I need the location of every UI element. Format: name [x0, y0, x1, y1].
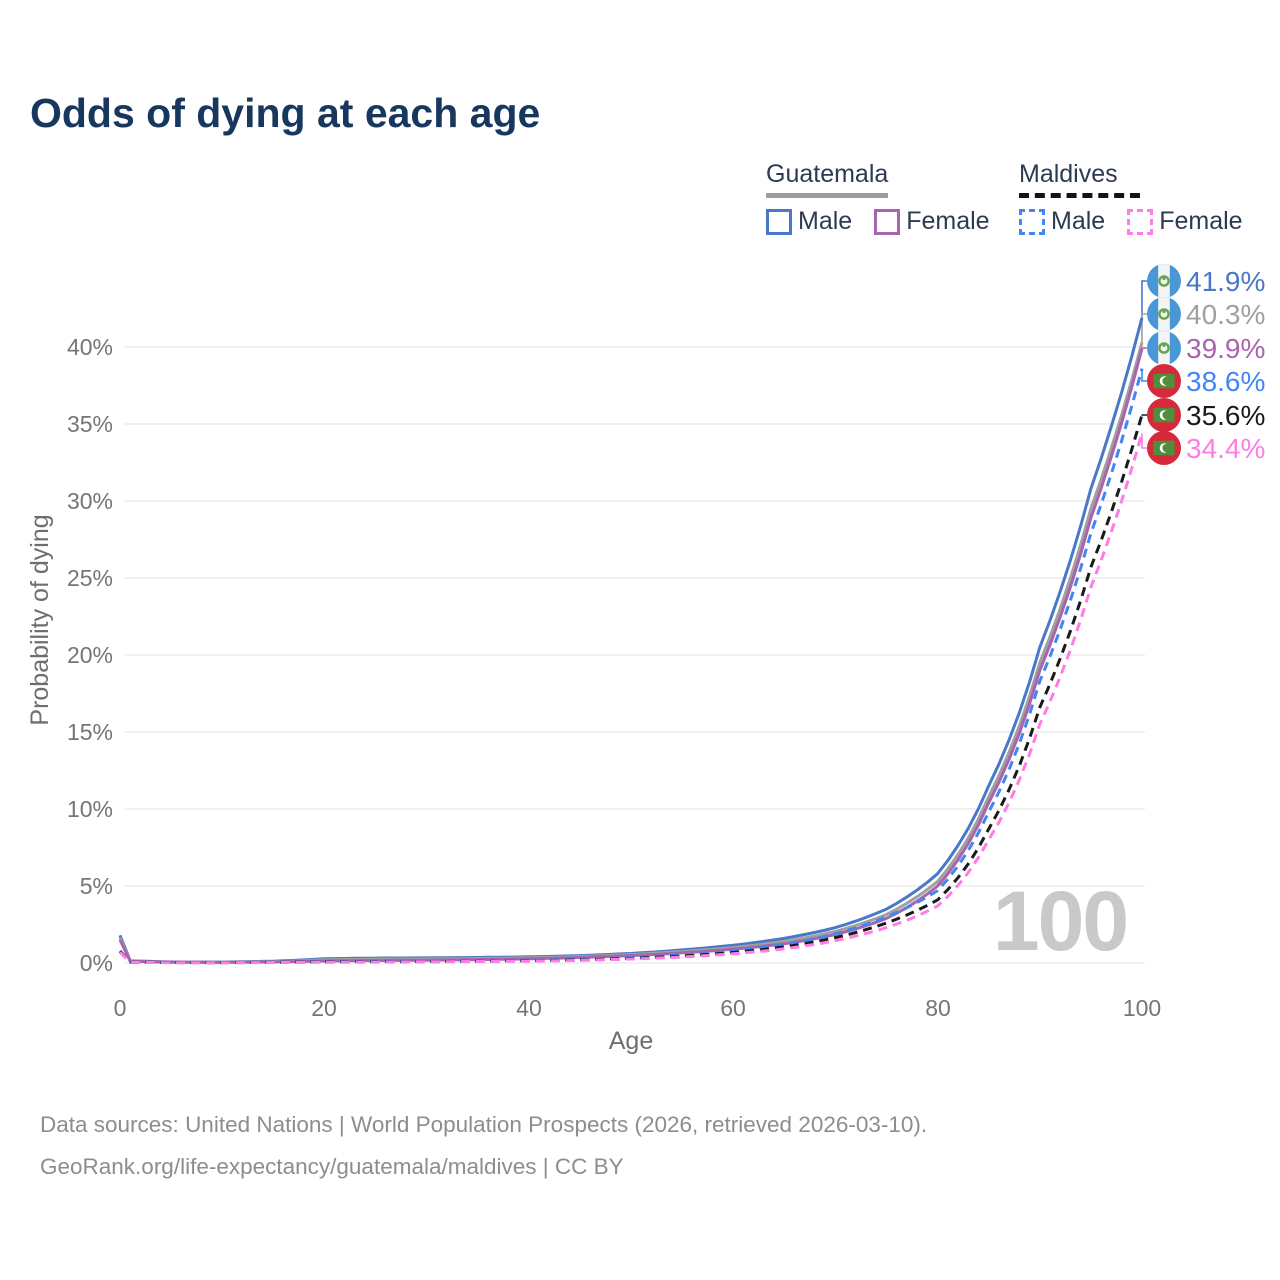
- x-tick-label: 0: [114, 995, 127, 1021]
- watermark-age-100: 100: [993, 874, 1127, 968]
- y-tick-label: 20%: [67, 642, 113, 668]
- y-tick-label: 40%: [67, 334, 113, 360]
- checkbox-maldives-female: [1127, 208, 1154, 235]
- legend-group-maldives: Maldives Male Female: [1019, 160, 1243, 236]
- x-tick-label: 80: [925, 995, 951, 1021]
- page-title: Odds of dying at each age: [30, 90, 541, 136]
- series-line-guatemala-both-sexes[interactable]: [118, 342, 1144, 964]
- legend-item-guatemala-male[interactable]: Male: [766, 207, 852, 236]
- series-end-value: 34.4%: [1186, 433, 1265, 464]
- x-tick-label: 40: [516, 995, 542, 1021]
- leader-line: [1141, 313, 1147, 343]
- y-axis-title: Probability of dying: [26, 514, 54, 725]
- checkbox-maldives-male: [1019, 208, 1045, 235]
- legend-item-label: Female: [1159, 207, 1243, 235]
- y-tick-label: 30%: [67, 488, 113, 514]
- leader-line: [1141, 280, 1147, 318]
- legend-item-maldives-male[interactable]: Male: [1019, 207, 1105, 236]
- x-tick-label: 100: [1123, 995, 1161, 1021]
- legend-item-label: Male: [1051, 207, 1106, 235]
- series-end-value: 35.6%: [1186, 400, 1265, 431]
- maldives-flag-icon: [1147, 398, 1181, 432]
- y-tick-label: 15%: [67, 719, 113, 745]
- x-tick-label: 20: [311, 995, 337, 1021]
- legend-item-maldives-female[interactable]: Female: [1127, 207, 1243, 236]
- guatemala-flag-icon: [1147, 297, 1181, 331]
- series-line-maldives-male[interactable]: [118, 368, 1144, 964]
- guatemala-flag-icon: [1147, 264, 1181, 298]
- series-line-maldives-both-sexes[interactable]: [118, 414, 1144, 965]
- y-tick-label: 25%: [67, 565, 113, 591]
- y-tick-label: 10%: [67, 796, 113, 822]
- legend-group-guatemala: Guatemala Male Female: [766, 160, 990, 236]
- leader-line: [1141, 368, 1147, 382]
- legend-country-maldives[interactable]: Maldives: [1019, 160, 1140, 198]
- series-end-value: 38.6%: [1186, 366, 1265, 397]
- maldives-flag-icon: [1147, 364, 1181, 398]
- footer: Data sources: United Nations | World Pop…: [40, 1104, 927, 1188]
- checkbox-guatemala-female: [874, 208, 901, 235]
- x-axis-title: Age: [609, 1027, 653, 1055]
- maldives-flag-icon: [1147, 431, 1181, 465]
- legend-item-label: Male: [798, 207, 853, 235]
- series-line-guatemala-male[interactable]: [118, 317, 1144, 964]
- series-end-value: 39.9%: [1186, 333, 1265, 364]
- guatemala-flag-icon: [1147, 331, 1181, 365]
- leader-line: [1141, 347, 1147, 349]
- series-line-guatemala-female[interactable]: [118, 348, 1144, 964]
- series-line-maldives-female[interactable]: [118, 432, 1144, 965]
- legend-item-label: Female: [906, 207, 990, 235]
- y-tick-label: 5%: [80, 873, 113, 899]
- legend-country-guatemala[interactable]: Guatemala: [766, 160, 889, 198]
- y-tick-label: 0%: [80, 950, 113, 976]
- series-end-value: 41.9%: [1186, 266, 1265, 297]
- series-end-value: 40.3%: [1186, 299, 1265, 330]
- checkbox-guatemala-male: [766, 208, 792, 235]
- leader-line: [1141, 433, 1147, 449]
- y-tick-label: 35%: [67, 411, 113, 437]
- data-sources-line: Data sources: United Nations | World Pop…: [40, 1112, 928, 1137]
- attribution-line: GeoRank.org/life-expectancy/guatemala/ma…: [40, 1154, 624, 1179]
- legend-item-guatemala-female[interactable]: Female: [874, 207, 990, 236]
- x-tick-label: 60: [720, 995, 746, 1021]
